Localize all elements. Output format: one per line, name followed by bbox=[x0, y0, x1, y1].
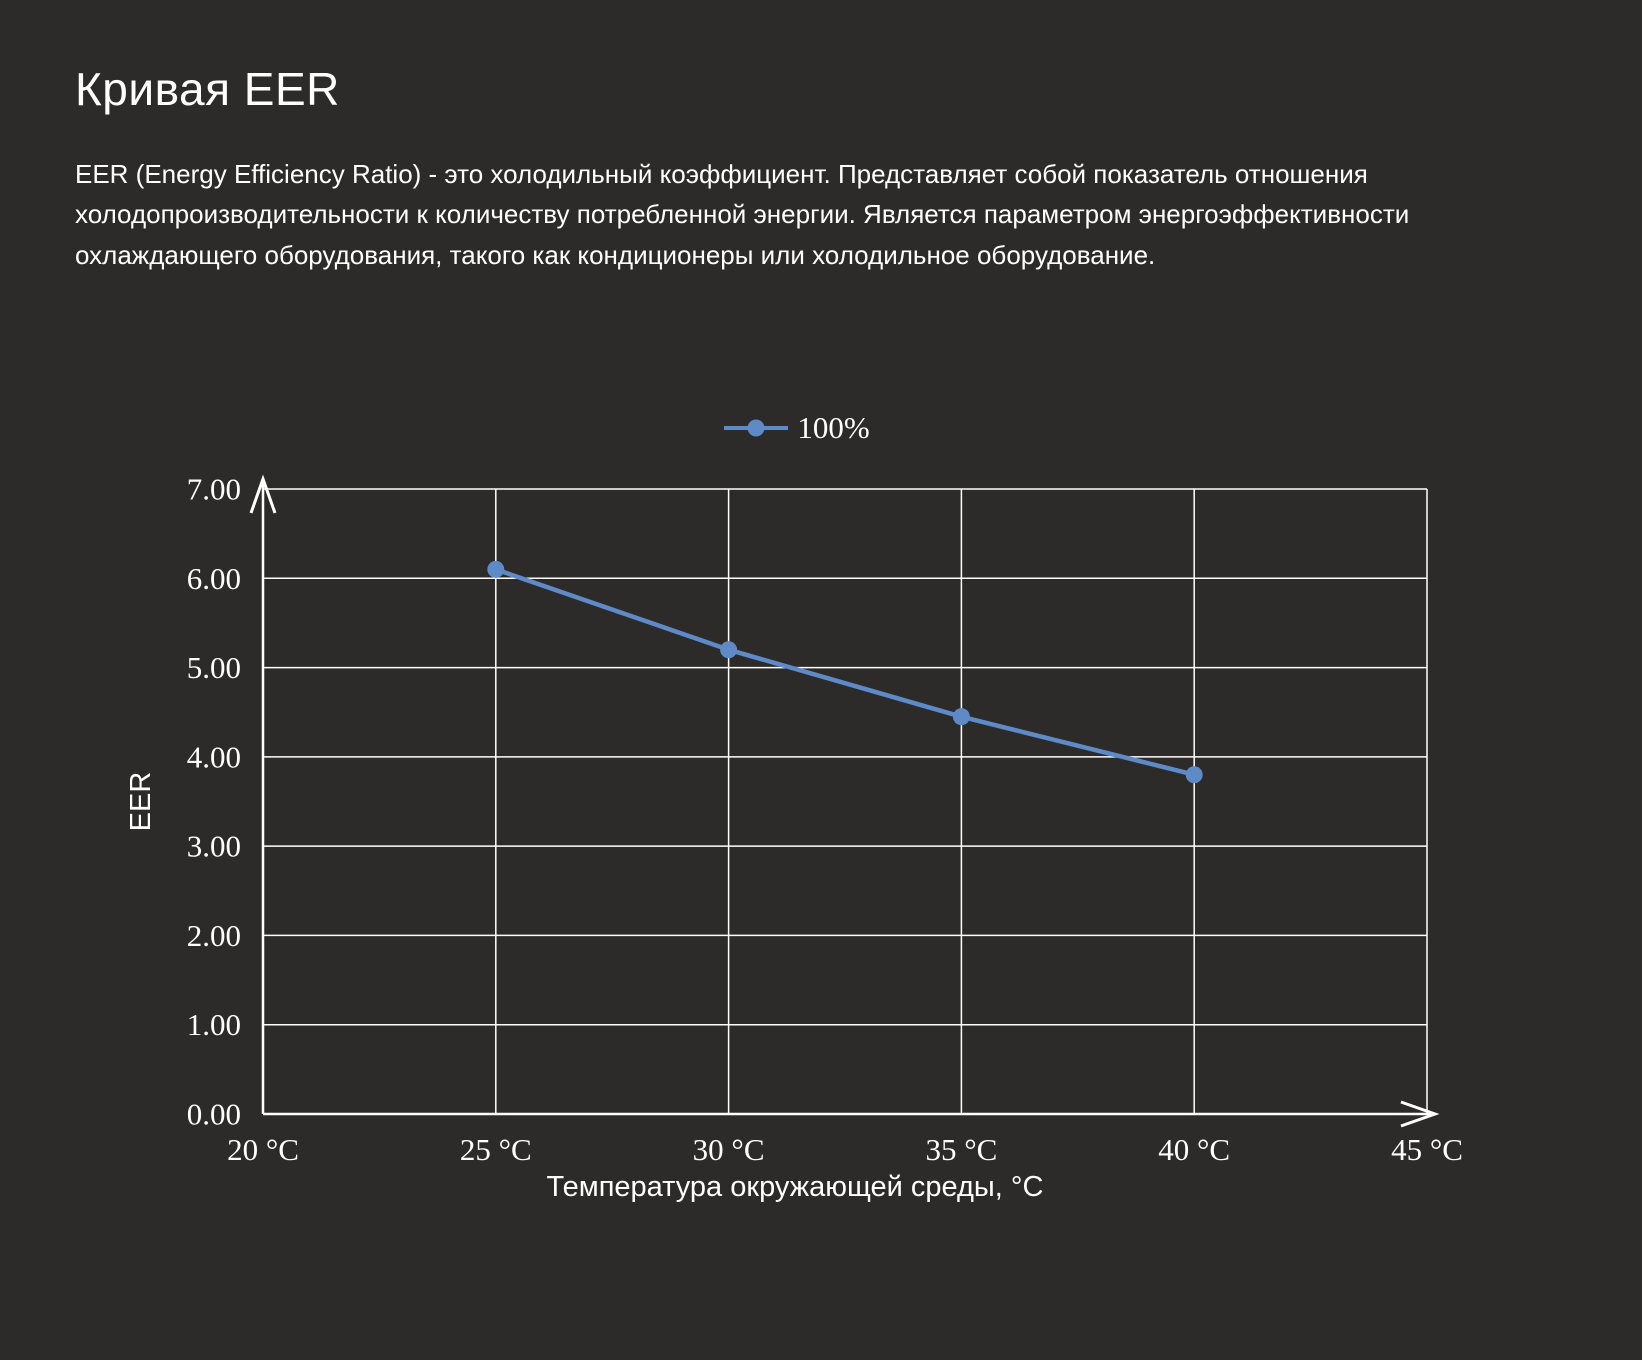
series-line bbox=[493, 566, 1197, 777]
y-tick-label: 0.00 bbox=[187, 1096, 241, 1131]
chart-canvas: 0.00 1.00 2.00 3.00 4.00 5.00 6.00 7.00 20 °C 25 … bbox=[125, 471, 1463, 1203]
y-tick-label: 6.00 bbox=[187, 561, 241, 596]
data-point-marker bbox=[952, 708, 970, 726]
legend-label: 100% bbox=[797, 409, 870, 445]
y-axis-arrow-icon bbox=[249, 474, 277, 514]
x-axis-title: Температура окружающей среды, °C bbox=[547, 1171, 1044, 1203]
page: Кривая EER EER (Energy Efficiency Ratio)… bbox=[0, 62, 1642, 275]
x-tick-label: 45 °C bbox=[1391, 1132, 1463, 1167]
y-tick-label: 5.00 bbox=[187, 650, 241, 685]
y-tick-label: 7.00 bbox=[187, 471, 241, 506]
y-tick-label: 1.00 bbox=[187, 1007, 241, 1042]
x-tick-label: 35 °C bbox=[925, 1132, 997, 1167]
chart-description: EER (Energy Efficiency Ratio) - это холо… bbox=[75, 159, 1410, 270]
y-tick-label: 3.00 bbox=[187, 829, 241, 864]
x-tick-label: 40 °C bbox=[1158, 1132, 1230, 1167]
data-point-marker bbox=[720, 641, 738, 659]
x-tick-label: 25 °C bbox=[460, 1132, 532, 1167]
eer-line-chart: 0.00 1.00 2.00 3.00 4.00 5.00 6.00 7.00 20 °C 25 … bbox=[0, 449, 1642, 1239]
legend-line-marker bbox=[724, 419, 789, 437]
data-point-marker bbox=[487, 560, 505, 578]
data-point-marker bbox=[1185, 766, 1203, 784]
page-title: Кривая EER bbox=[75, 63, 340, 115]
chart-legend: 100% bbox=[0, 409, 1618, 447]
y-tick-label: 4.00 bbox=[187, 739, 241, 774]
y-tick-label: 2.00 bbox=[187, 918, 241, 953]
x-tick-label: 30 °C bbox=[693, 1132, 765, 1167]
x-axis-arrow-icon bbox=[1400, 1100, 1440, 1128]
y-axis-title: EER bbox=[125, 772, 157, 832]
legend-dot-icon bbox=[747, 419, 765, 437]
x-tick-label: 20 °C bbox=[227, 1132, 299, 1167]
